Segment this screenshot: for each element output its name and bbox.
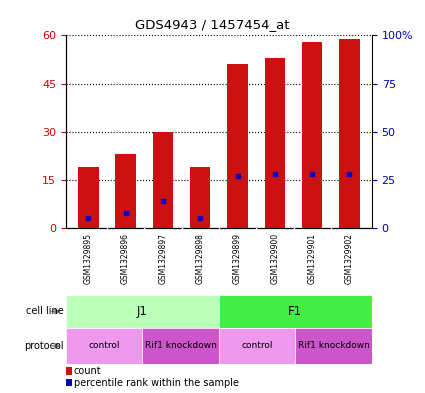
Text: GSM1329900: GSM1329900 xyxy=(270,233,279,285)
Bar xyxy=(302,42,323,228)
Text: GSM1329901: GSM1329901 xyxy=(308,233,317,284)
Text: J1: J1 xyxy=(137,305,148,318)
Text: percentile rank within the sample: percentile rank within the sample xyxy=(74,378,238,388)
Bar xyxy=(295,328,372,364)
Bar xyxy=(227,64,248,228)
Bar xyxy=(142,328,219,364)
Text: protocol: protocol xyxy=(24,341,64,351)
Text: GSM1329895: GSM1329895 xyxy=(84,233,93,284)
Bar xyxy=(66,328,142,364)
Text: GSM1329898: GSM1329898 xyxy=(196,233,205,284)
Text: GDS4943 / 1457454_at: GDS4943 / 1457454_at xyxy=(135,18,290,31)
Bar xyxy=(153,132,173,228)
Text: count: count xyxy=(74,366,101,376)
Bar xyxy=(339,39,360,228)
Text: Rif1 knockdown: Rif1 knockdown xyxy=(144,342,217,350)
Text: cell line: cell line xyxy=(26,307,64,316)
Text: Rif1 knockdown: Rif1 knockdown xyxy=(298,342,370,350)
Text: control: control xyxy=(241,342,273,350)
Bar xyxy=(265,58,285,228)
Bar xyxy=(219,295,372,328)
Bar xyxy=(190,167,210,228)
Text: GSM1329896: GSM1329896 xyxy=(121,233,130,284)
Bar xyxy=(78,167,99,228)
Text: GSM1329897: GSM1329897 xyxy=(159,233,167,284)
Bar xyxy=(66,295,219,328)
Bar xyxy=(115,154,136,228)
Text: GSM1329899: GSM1329899 xyxy=(233,233,242,284)
Text: GSM1329902: GSM1329902 xyxy=(345,233,354,284)
Text: control: control xyxy=(88,342,120,350)
Bar xyxy=(219,328,295,364)
Text: F1: F1 xyxy=(288,305,303,318)
